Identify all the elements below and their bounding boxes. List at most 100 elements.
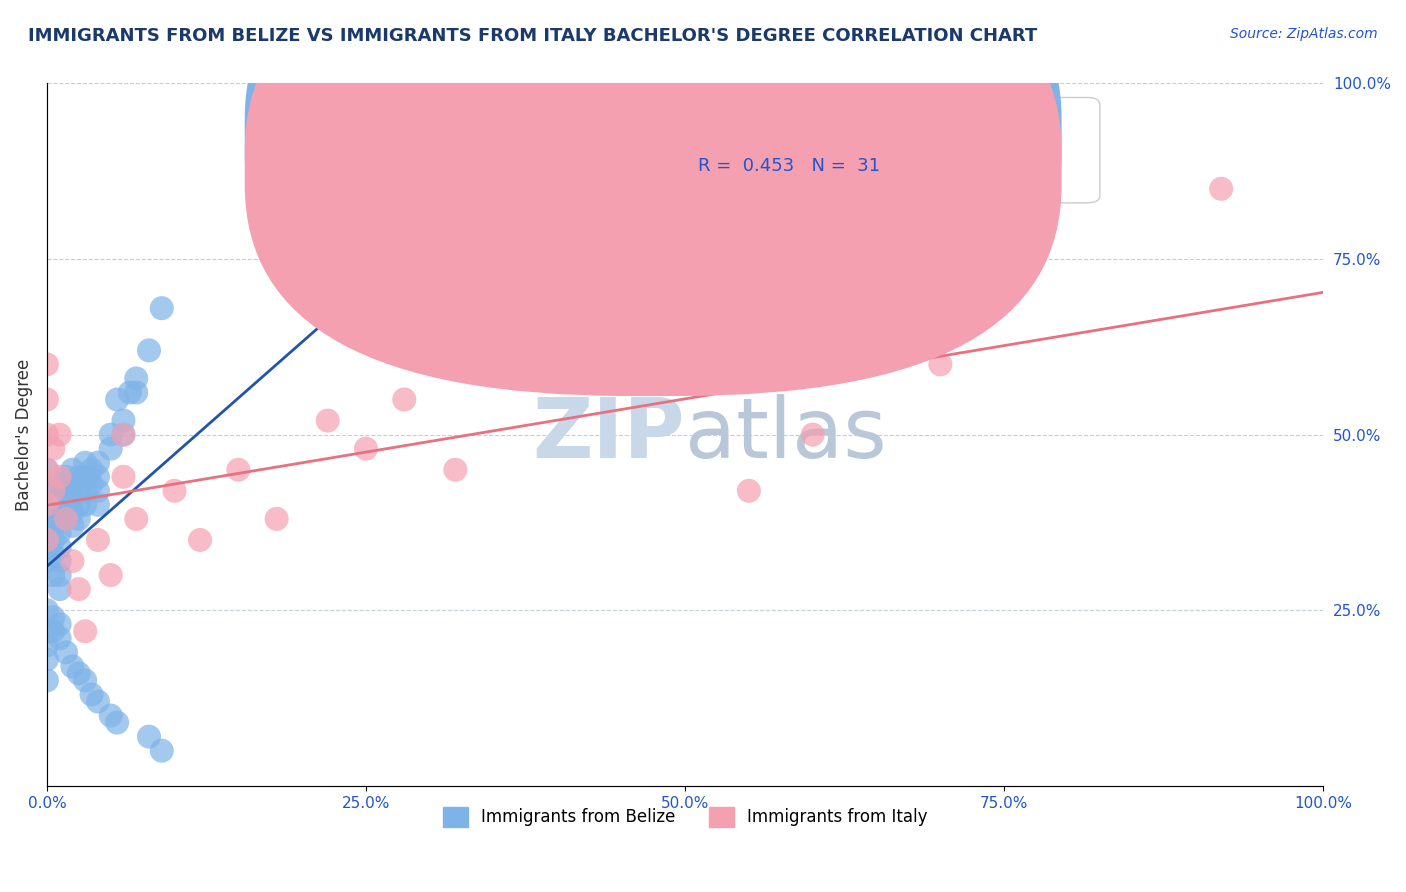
- Point: [228, 463, 250, 477]
- Point: [62, 519, 84, 533]
- Point: [55, 483, 77, 498]
- Point: [55, 498, 77, 512]
- Y-axis label: Bachelor's Degree: Bachelor's Degree: [15, 359, 32, 511]
- Point: [87, 694, 110, 708]
- Point: [35, 512, 58, 526]
- Point: [35, 498, 58, 512]
- Point: [87, 483, 110, 498]
- Point: [48, 512, 70, 526]
- Point: [125, 371, 148, 385]
- Point: [1211, 182, 1233, 196]
- Point: [929, 357, 952, 371]
- Point: [87, 498, 110, 512]
- Point: [48, 617, 70, 632]
- Point: [55, 512, 77, 526]
- Point: [42, 533, 65, 547]
- Point: [75, 469, 97, 483]
- Point: [42, 610, 65, 624]
- FancyBboxPatch shape: [602, 97, 1099, 202]
- Text: IMMIGRANTS FROM BELIZE VS IMMIGRANTS FROM ITALY BACHELOR'S DEGREE CORRELATION CH: IMMIGRANTS FROM BELIZE VS IMMIGRANTS FRO…: [28, 27, 1038, 45]
- Point: [55, 645, 77, 659]
- Point: [444, 463, 467, 477]
- Point: [35, 392, 58, 407]
- Point: [62, 476, 84, 491]
- Point: [75, 456, 97, 470]
- Point: [67, 498, 90, 512]
- Point: [112, 469, 135, 483]
- Point: [150, 744, 173, 758]
- Point: [67, 469, 90, 483]
- Point: [75, 498, 97, 512]
- Point: [35, 357, 58, 371]
- Point: [316, 413, 339, 427]
- Point: [801, 427, 824, 442]
- Point: [62, 554, 84, 568]
- Point: [100, 442, 122, 456]
- Text: R = -0.277   N = 70: R = -0.277 N = 70: [697, 128, 875, 145]
- Point: [62, 491, 84, 505]
- Point: [35, 533, 58, 547]
- Point: [75, 673, 97, 688]
- Point: [62, 659, 84, 673]
- Text: R =  0.453   N =  31: R = 0.453 N = 31: [697, 157, 880, 176]
- Point: [48, 427, 70, 442]
- Point: [35, 673, 58, 688]
- Point: [100, 427, 122, 442]
- Point: [35, 624, 58, 639]
- Point: [125, 512, 148, 526]
- Point: [48, 525, 70, 540]
- Point: [80, 463, 103, 477]
- Text: ZIP: ZIP: [533, 394, 685, 475]
- Point: [42, 519, 65, 533]
- Point: [738, 483, 761, 498]
- Point: [35, 463, 58, 477]
- Point: [266, 512, 288, 526]
- Point: [48, 491, 70, 505]
- Point: [112, 413, 135, 427]
- Point: [35, 540, 58, 554]
- Point: [87, 469, 110, 483]
- FancyBboxPatch shape: [245, 0, 1062, 396]
- Point: [55, 469, 77, 483]
- Point: [80, 688, 103, 702]
- Point: [42, 442, 65, 456]
- Point: [87, 533, 110, 547]
- Point: [42, 483, 65, 498]
- Point: [188, 533, 211, 547]
- Point: [35, 554, 58, 568]
- Point: [35, 463, 58, 477]
- Point: [105, 715, 128, 730]
- Text: atlas: atlas: [685, 394, 887, 475]
- Point: [48, 582, 70, 596]
- Point: [80, 476, 103, 491]
- Point: [118, 385, 141, 400]
- Point: [100, 568, 122, 582]
- Point: [35, 427, 58, 442]
- Point: [67, 582, 90, 596]
- Text: Source: ZipAtlas.com: Source: ZipAtlas.com: [1230, 27, 1378, 41]
- Point: [62, 505, 84, 519]
- Point: [42, 498, 65, 512]
- Point: [100, 708, 122, 723]
- FancyBboxPatch shape: [245, 0, 1062, 364]
- Point: [138, 343, 160, 358]
- Point: [87, 456, 110, 470]
- Point: [48, 632, 70, 646]
- Point: [67, 666, 90, 681]
- Point: [75, 483, 97, 498]
- Point: [67, 483, 90, 498]
- Point: [48, 476, 70, 491]
- Point: [55, 512, 77, 526]
- Point: [67, 512, 90, 526]
- Point: [112, 427, 135, 442]
- Point: [75, 624, 97, 639]
- Point: [163, 483, 186, 498]
- Point: [150, 301, 173, 316]
- Point: [112, 427, 135, 442]
- Point: [42, 568, 65, 582]
- Point: [48, 554, 70, 568]
- Point: [35, 603, 58, 617]
- Point: [48, 540, 70, 554]
- Point: [62, 463, 84, 477]
- Point: [105, 392, 128, 407]
